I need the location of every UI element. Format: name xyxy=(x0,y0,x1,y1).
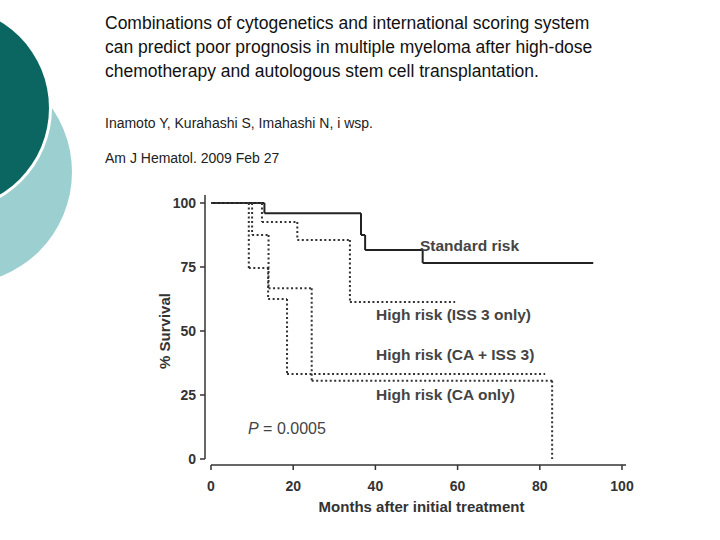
annotation-part: = 0.0005 xyxy=(259,420,326,437)
km-curve xyxy=(211,203,455,302)
y-tick xyxy=(200,394,205,396)
x-tick-label: 100 xyxy=(610,478,634,494)
y-tick-label: 0 xyxy=(188,451,196,467)
y-tick-label: 50 xyxy=(180,323,196,339)
authors: Inamoto Y, Kurahashi S, Imahashi N, i ws… xyxy=(105,115,373,131)
annotation: P = 0.0005 xyxy=(248,420,326,437)
y-tick xyxy=(200,266,205,268)
x-tick xyxy=(292,465,294,470)
y-tick-label: 100 xyxy=(173,195,197,211)
y-tick xyxy=(200,202,205,204)
km-step xyxy=(268,298,287,300)
x-tick xyxy=(375,465,377,470)
title-line: Combinations of cytogenetics and interna… xyxy=(105,13,589,34)
series-label: High risk (ISS 3 only) xyxy=(376,306,531,323)
km-drop xyxy=(360,213,362,235)
km-step xyxy=(211,202,262,204)
km-curve xyxy=(211,203,552,459)
x-axis-label: Months after initial treatment xyxy=(319,498,525,515)
y-tick-label: 75 xyxy=(180,259,196,275)
series-label: High risk (CA + ISS 3) xyxy=(376,346,534,363)
citation: Am J Hematol. 2009 Feb 27 xyxy=(105,150,279,166)
x-tick-label: 0 xyxy=(207,478,215,494)
km-drop xyxy=(268,235,270,288)
km-drop xyxy=(364,235,366,250)
x-tick xyxy=(621,465,623,470)
annotation-part: P xyxy=(248,420,259,437)
x-tick xyxy=(457,465,459,470)
series-label: Standard risk xyxy=(420,237,519,254)
km-drop xyxy=(311,288,313,380)
x-tick xyxy=(210,465,212,470)
x-tick-label: 40 xyxy=(368,478,384,494)
series-label: High risk (CA only) xyxy=(376,386,515,403)
x-tick-label: 60 xyxy=(450,478,466,494)
title-line: chemotherapy and autologous stem cell tr… xyxy=(105,61,539,82)
x-tick-label: 80 xyxy=(532,478,548,494)
y-tick-label: 25 xyxy=(180,387,196,403)
decor-circle-gap xyxy=(0,4,52,212)
title-line: can predict poor prognosis in multiple m… xyxy=(105,37,592,58)
km-curve xyxy=(211,203,545,374)
km-step xyxy=(312,380,552,382)
km-drop xyxy=(551,381,553,459)
km-drop xyxy=(251,203,253,235)
decor-circle-dark xyxy=(0,7,49,209)
km-step xyxy=(365,249,423,251)
chart-background xyxy=(150,185,640,520)
km-drop xyxy=(296,222,298,240)
km-drop xyxy=(263,203,265,213)
km-step xyxy=(211,202,264,204)
km-step xyxy=(262,221,297,223)
km-step xyxy=(350,301,455,303)
km-step xyxy=(252,234,268,236)
km-step xyxy=(264,212,361,214)
y-axis-label: % Survival xyxy=(156,293,173,369)
x-tick-label: 20 xyxy=(285,478,301,494)
chart: 0 25 50 75 100 0 20 40 60 80 100 Months after initi… xyxy=(150,185,640,520)
km-drop xyxy=(261,203,263,222)
x-axis-line xyxy=(211,464,626,466)
x-tick xyxy=(539,465,541,470)
km-step xyxy=(269,287,312,289)
km-step xyxy=(423,262,594,264)
y-axis-line xyxy=(204,195,206,459)
km-step xyxy=(211,202,252,204)
km-drop xyxy=(349,240,351,302)
y-tick xyxy=(200,330,205,332)
km-step xyxy=(249,267,268,269)
km-drop xyxy=(248,203,250,268)
km-step xyxy=(297,239,350,241)
data-group xyxy=(211,203,593,459)
km-drop xyxy=(286,299,288,374)
y-tick xyxy=(200,458,205,460)
km-step xyxy=(287,373,545,375)
